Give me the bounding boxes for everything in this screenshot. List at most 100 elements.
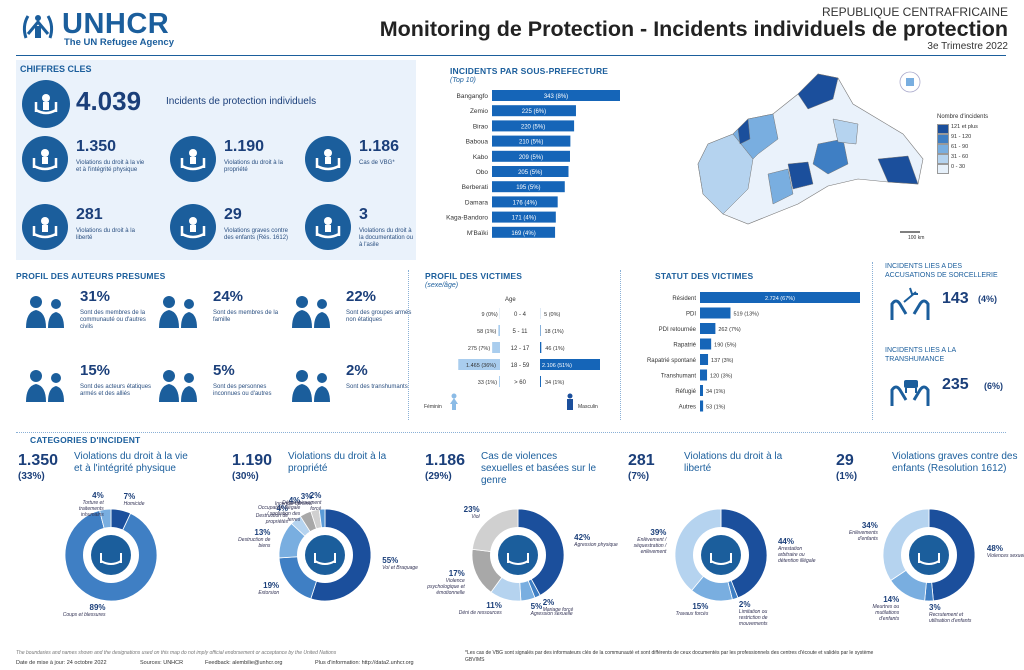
key-figure-label: Violations du droit à la propriété — [224, 160, 283, 173]
category-icon-glyph — [507, 553, 529, 565]
female-bar — [498, 325, 500, 336]
subpref-category-label: Obo — [476, 169, 489, 176]
status-bar-label: 120 (3%) — [710, 374, 732, 380]
male-bar — [540, 325, 541, 336]
org-name: UNHCR — [62, 8, 170, 40]
page-title: Monitoring de Protection - Incidents ind… — [379, 17, 1008, 41]
female-bar — [492, 342, 500, 353]
subpref-bar-label: 195 (5%) — [516, 185, 540, 191]
key-figure-label: Violations graves contre des enfants (Ré… — [224, 228, 289, 241]
category-value: 281 — [628, 452, 655, 469]
key-figure-value: 281 — [76, 206, 103, 223]
subpref-category-label: Bangangfo — [457, 93, 489, 100]
map-legend-swatch — [937, 154, 949, 164]
status-bar-label: 519 (13%) — [733, 312, 759, 318]
org-tagline: The UN Refugee Agency — [64, 37, 174, 48]
donut-slice-pct: 3% — [300, 492, 313, 502]
handcuffs-icon — [22, 204, 68, 250]
woman-icon — [305, 136, 351, 182]
status-bar — [700, 400, 704, 412]
subpref-bar — [492, 105, 576, 117]
male-bar-label: 34 (1%) — [545, 380, 564, 386]
perpetrator-label: Sont des groupes armés non étatiques — [346, 310, 412, 323]
subpref-category-label: Zemio — [470, 108, 488, 115]
donut-slice-pct: 3% — [929, 603, 941, 612]
categories-title: CATEGORIES D'INCIDENT — [30, 435, 141, 445]
victims-profile-subtitle: (sexe/âge) — [425, 282, 459, 289]
donut-slice-pct: 5% — [530, 601, 543, 611]
male-bar-label: 18 (1%) — [545, 329, 564, 335]
donut-slice-pct: 23% — [463, 504, 480, 514]
key-figures-title: CHIFFRES CLES — [20, 64, 92, 74]
category-icon — [909, 535, 949, 575]
perpetrator-label: Sont des membres de la communauté ou d'a… — [80, 310, 146, 330]
key-figure-label: Violations du droit à la vie et à l'inté… — [76, 160, 145, 173]
status-category-label: PDI retournée — [659, 327, 697, 333]
donut-slice-pct: 42% — [574, 533, 591, 543]
document-icon — [305, 204, 351, 250]
donut-slice-label: Arrestation arbitraire ou détention illé… — [777, 545, 816, 564]
category-donut-chart — [471, 508, 565, 602]
subpref-bar — [492, 90, 620, 101]
key-figure-value: 1.186 — [359, 138, 400, 155]
victims-pyramid-chart: 0 - 4 9 (0%) 5 (0%) 5 - 11 58 (1%) 18 (1%) 12 … — [458, 308, 600, 387]
sorcery-icon — [890, 287, 930, 320]
unhcr-emblem-icon — [22, 15, 54, 39]
donut-slice-pct: 44% — [777, 536, 794, 546]
subpref-bar-label: 176 (4%) — [513, 200, 537, 206]
status-category-label: Réfugié — [675, 389, 696, 395]
sorcery-value: 143 — [942, 290, 969, 307]
map-legend-swatch — [937, 144, 949, 154]
donut-slice-label: Enlèvements d'enfants — [848, 529, 878, 542]
map-legend-title: Nombre d'incidents — [937, 114, 989, 120]
donut-slice-label: Viol — [471, 513, 480, 520]
perpetrator-icon — [155, 292, 205, 332]
status-bar — [700, 369, 708, 381]
status-bar-label: 2.724 (67%) — [765, 296, 795, 302]
map-scale: 100 km — [908, 235, 925, 241]
category-pct: (1%) — [836, 471, 858, 482]
female-bar-label: 275 (7%) — [468, 346, 490, 352]
victims-profile-title: PROFIL DES VICTIMES — [425, 271, 523, 281]
donut-slice-label: Limitation ou restriction de mouvements — [738, 609, 768, 628]
donut-slice-pct: 13% — [254, 528, 271, 538]
subpref-category-label: Baboua — [466, 139, 489, 146]
category-pct: (7%) — [628, 471, 650, 482]
perpetrator-pct: 24% — [213, 288, 244, 305]
divider-v3 — [872, 262, 873, 420]
category-icon — [91, 535, 131, 575]
donut-slice-label: Enlèvement / séquestration / enlèvement — [633, 537, 667, 556]
footer-note: *Les cas de VBG sont signalés par des in… — [465, 650, 874, 663]
subpref-bar-label: 343 (8%) — [544, 94, 568, 100]
category-donut-chart — [278, 508, 372, 602]
female-label: Féminin — [424, 404, 442, 410]
status-bar — [700, 292, 860, 303]
subpref-bar-label: 210 (5%) — [519, 140, 543, 146]
donut-slice-label: Meurtres ou mutilations d'enfants — [872, 604, 900, 623]
subpref-bar-label: 209 (5%) — [519, 155, 543, 161]
subpref-bar-label: 205 (5%) — [518, 170, 542, 176]
perpetrator-label: Sont des acteurs étatiques armés et des … — [80, 384, 152, 397]
transhumance-pct: (6%) — [984, 381, 1004, 391]
donut-slice-label: Coups et blessures — [62, 611, 106, 618]
transhumance-title: INCIDENTS LIES A LA TRANSHUMANCE — [885, 347, 956, 363]
donut-slice-label: Occupation illégale / spoliation des ter… — [258, 505, 301, 524]
category-donut-chart — [674, 508, 768, 602]
transhumance-icon — [890, 380, 930, 406]
donut-slice-pct: 17% — [448, 569, 465, 579]
status-category-label: Autres — [679, 405, 696, 411]
subpref-bar-label: 220 (5%) — [521, 124, 545, 130]
donut-slice-label: Mariage forcé — [542, 606, 574, 613]
donut-slice-pct: 89% — [89, 602, 106, 612]
subpref-category-label: Berberati — [462, 184, 488, 191]
donut-slice-pct: 4% — [288, 496, 301, 506]
donut-slice-label: Homicide — [123, 501, 145, 508]
perpetrator-pct: 22% — [346, 288, 377, 305]
period: 3e Trimestre 2022 — [927, 41, 1008, 52]
donut-slice-pct: 4% — [92, 491, 104, 501]
map-legend-swatch — [937, 164, 949, 174]
donut-slice-pct: 55% — [382, 555, 399, 565]
subprefecture-title: INCIDENTS PAR SOUS-PREFECTURE — [450, 66, 609, 76]
status-bar — [700, 338, 712, 350]
donut-slice-pct: 2% — [309, 491, 322, 501]
